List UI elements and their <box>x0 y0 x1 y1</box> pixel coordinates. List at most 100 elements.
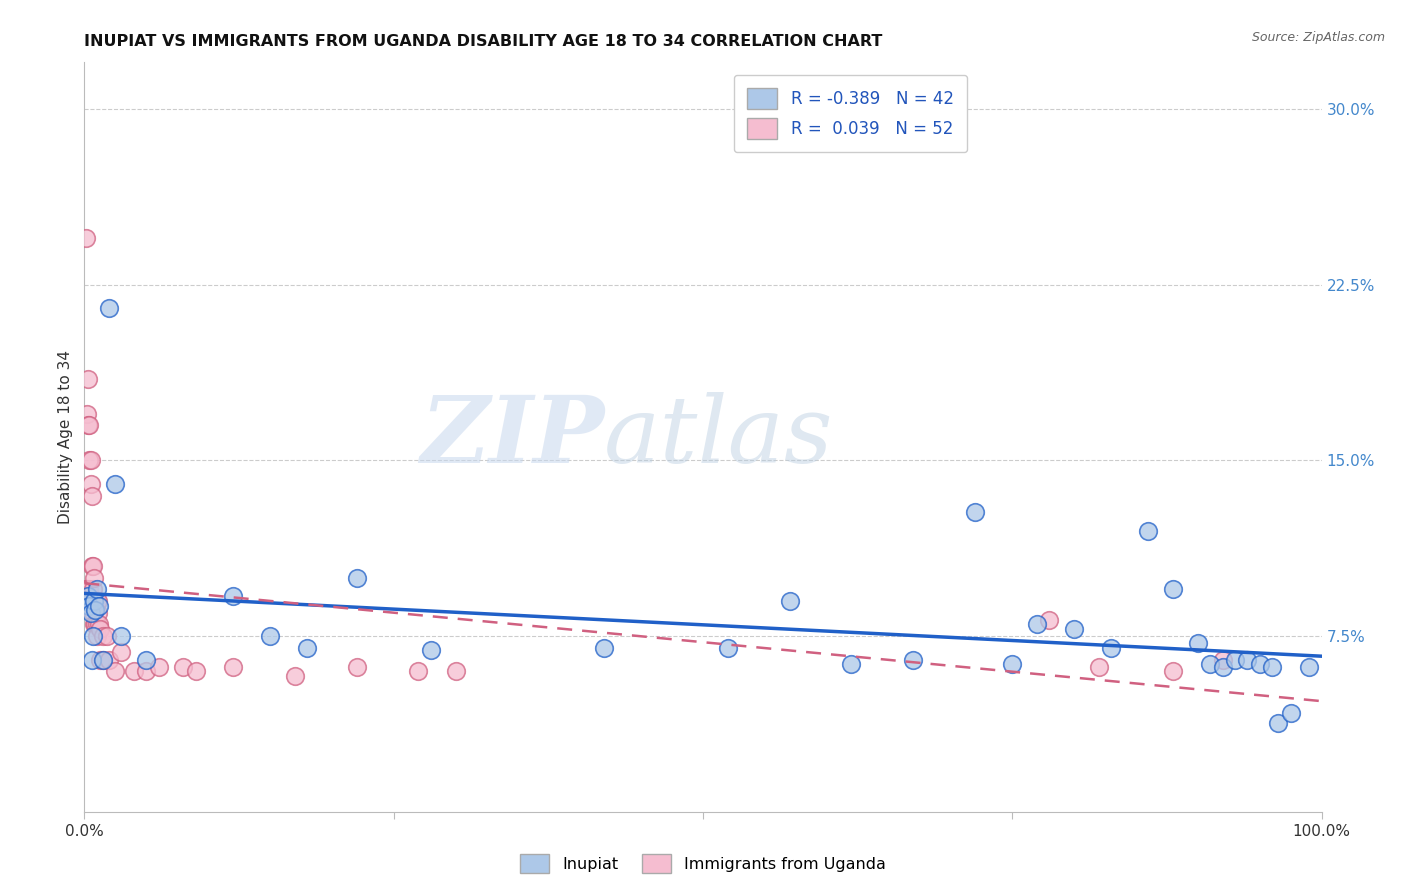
Point <box>91 652 114 666</box>
Point <box>1223 652 1246 666</box>
Text: Source: ZipAtlas.com: Source: ZipAtlas.com <box>1251 31 1385 45</box>
Point <box>346 659 368 673</box>
Text: ZIP: ZIP <box>420 392 605 482</box>
Point <box>1261 659 1284 673</box>
Point <box>1212 659 1234 673</box>
Point <box>135 664 157 679</box>
Point <box>1026 617 1049 632</box>
Point <box>82 606 104 620</box>
Point <box>1137 524 1160 538</box>
Point <box>76 582 98 597</box>
Point <box>1199 657 1222 672</box>
Point <box>222 590 245 604</box>
Point <box>1088 659 1111 673</box>
Point <box>104 476 127 491</box>
Point <box>1161 582 1184 597</box>
Point <box>89 622 111 636</box>
Point <box>98 301 121 316</box>
Point <box>172 659 194 673</box>
Point <box>222 659 245 673</box>
Point <box>77 594 100 608</box>
Point <box>135 652 157 666</box>
Point <box>1249 657 1271 672</box>
Point <box>79 594 101 608</box>
Point <box>75 582 97 597</box>
Point <box>903 652 925 666</box>
Point <box>82 558 104 573</box>
Point <box>86 629 108 643</box>
Point <box>84 594 107 608</box>
Point <box>75 594 97 608</box>
Point <box>965 505 987 519</box>
Point <box>259 629 281 643</box>
Text: atlas: atlas <box>605 392 834 482</box>
Point <box>1187 636 1209 650</box>
Point <box>1038 613 1060 627</box>
Point <box>86 617 108 632</box>
Point <box>86 594 108 608</box>
Point <box>79 582 101 597</box>
Point <box>1099 640 1122 655</box>
Point <box>80 594 103 608</box>
Point <box>83 594 105 608</box>
Point <box>75 231 97 245</box>
Point <box>1298 659 1320 673</box>
Point <box>841 657 863 672</box>
Point <box>77 590 100 604</box>
Point <box>1161 664 1184 679</box>
Point <box>122 664 145 679</box>
Point <box>80 558 103 573</box>
Point <box>83 617 105 632</box>
Point <box>1063 622 1085 636</box>
Point <box>1001 657 1024 672</box>
Point <box>346 571 368 585</box>
Point <box>444 664 467 679</box>
Point <box>593 640 616 655</box>
Point <box>86 582 108 597</box>
Point <box>419 643 441 657</box>
Point <box>87 606 110 620</box>
Point <box>284 669 307 683</box>
Text: INUPIAT VS IMMIGRANTS FROM UGANDA DISABILITY AGE 18 TO 34 CORRELATION CHART: INUPIAT VS IMMIGRANTS FROM UGANDA DISABI… <box>84 34 883 49</box>
Point <box>104 664 127 679</box>
Point <box>84 603 107 617</box>
Point <box>96 629 118 643</box>
Point <box>779 594 801 608</box>
Point <box>84 617 107 632</box>
Point <box>89 652 111 666</box>
Point <box>79 476 101 491</box>
Point <box>80 652 103 666</box>
Point <box>77 371 100 385</box>
Legend: R = -0.389   N = 42, R =  0.039   N = 52: R = -0.389 N = 42, R = 0.039 N = 52 <box>734 75 967 153</box>
Point <box>1236 652 1258 666</box>
Point <box>98 652 121 666</box>
Legend: Inupiat, Immigrants from Uganda: Inupiat, Immigrants from Uganda <box>515 847 891 880</box>
Point <box>82 582 104 597</box>
Point <box>110 646 132 660</box>
Point <box>79 606 101 620</box>
Point <box>83 594 105 608</box>
Point <box>91 652 114 666</box>
Point <box>110 629 132 643</box>
Point <box>1279 706 1302 721</box>
Point <box>89 599 111 613</box>
Point <box>87 594 110 608</box>
Point <box>717 640 740 655</box>
Point <box>83 571 105 585</box>
Point <box>89 617 111 632</box>
Point <box>77 418 100 433</box>
Point <box>1212 652 1234 666</box>
Point <box>76 407 98 421</box>
Point <box>184 664 207 679</box>
Point <box>408 664 430 679</box>
Point <box>80 489 103 503</box>
Y-axis label: Disability Age 18 to 34: Disability Age 18 to 34 <box>58 350 73 524</box>
Point <box>295 640 318 655</box>
Point <box>79 599 101 613</box>
Point <box>79 453 101 467</box>
Point <box>148 659 170 673</box>
Point <box>91 629 114 643</box>
Point <box>79 453 101 467</box>
Point <box>79 418 101 433</box>
Point <box>1267 715 1289 730</box>
